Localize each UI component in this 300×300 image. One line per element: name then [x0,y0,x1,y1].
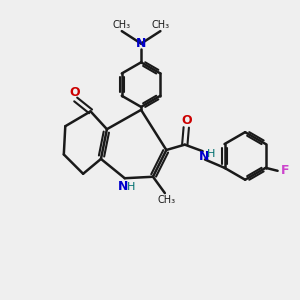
Text: CH₃: CH₃ [152,20,170,30]
Text: H: H [207,148,215,159]
Text: F: F [281,164,289,177]
Text: H: H [127,182,136,192]
Text: CH₃: CH₃ [157,195,176,205]
Text: N: N [118,180,128,193]
Text: O: O [182,114,193,128]
Text: CH₃: CH₃ [112,20,130,30]
Text: N: N [199,150,209,163]
Text: O: O [69,86,80,99]
Text: N: N [136,37,146,50]
